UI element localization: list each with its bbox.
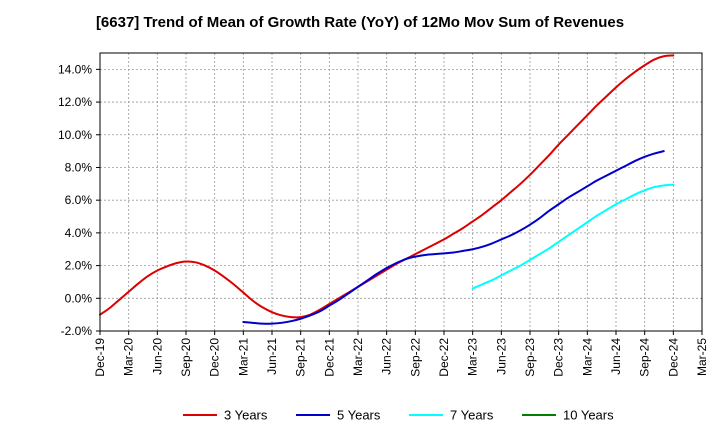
x-tick-label: Jun-20 <box>150 338 164 375</box>
x-tick-label: Dec-21 <box>322 338 336 377</box>
plot-frame <box>99 52 703 332</box>
y-tick-label: -2.0% <box>61 324 93 338</box>
y-tick-label: 12.0% <box>58 95 92 109</box>
y-tick-label: 0.0% <box>65 291 93 305</box>
series-line-5-years <box>242 150 665 325</box>
legend-label: 7 Years <box>450 408 494 423</box>
x-tick-label: Dec-23 <box>552 338 566 377</box>
y-tick-label: 4.0% <box>65 226 93 240</box>
series-layer <box>99 54 675 325</box>
x-tick-label: Sep-22 <box>408 338 422 377</box>
y-tick-label: 6.0% <box>65 193 93 207</box>
chart-title: [6637] Trend of Mean of Growth Rate (YoY… <box>95 14 625 31</box>
x-tick-label: Mar-21 <box>236 338 250 376</box>
legend: 3 Years 5 Years 7 Years 10 Years <box>183 408 614 423</box>
y-tick-label: 2.0% <box>65 259 93 273</box>
y-tick-label: 14.0% <box>58 62 92 76</box>
x-tick-label: Jun-21 <box>265 338 279 375</box>
x-tick-label: Dec-20 <box>208 338 222 377</box>
series-line-7-years <box>471 183 675 290</box>
y-axis: -2.0% 0.0% 2.0% 4.0% 6.0% 8.0% 10.0% 12.0% 14.0% <box>58 62 100 338</box>
x-tick-label: Sep-23 <box>523 338 537 377</box>
x-tick-label: Mar-20 <box>122 338 136 376</box>
y-tick-label: 10.0% <box>58 128 92 142</box>
x-tick-label: Mar-23 <box>466 338 480 376</box>
x-tick-label: Mar-22 <box>351 338 365 376</box>
legend-label: 5 Years <box>337 408 381 423</box>
legend-label: 10 Years <box>563 408 614 423</box>
x-tick-label: Dec-22 <box>437 338 451 377</box>
x-tick-label: Sep-20 <box>179 338 193 377</box>
x-tick-label: Dec-24 <box>666 338 680 377</box>
plot-background <box>100 53 702 331</box>
x-tick-label: Jun-23 <box>494 338 508 375</box>
series-line-3-years <box>99 54 675 319</box>
x-tick-label: Sep-21 <box>294 338 308 377</box>
x-tick-label: Mar-24 <box>580 338 594 376</box>
y-tick-label: 8.0% <box>65 160 93 174</box>
x-tick-label: Sep-24 <box>638 338 652 377</box>
legend-label: 3 Years <box>224 408 268 423</box>
x-tick-label: Mar-25 <box>695 338 709 376</box>
x-tick-label: Jun-22 <box>380 338 394 375</box>
x-axis: Dec-19 Mar-20 Jun-20 Sep-20 Dec-20 Mar-21 Jun-… <box>93 331 709 377</box>
x-tick-label: Dec-19 <box>93 338 107 377</box>
x-tick-label: Jun-24 <box>609 338 623 375</box>
